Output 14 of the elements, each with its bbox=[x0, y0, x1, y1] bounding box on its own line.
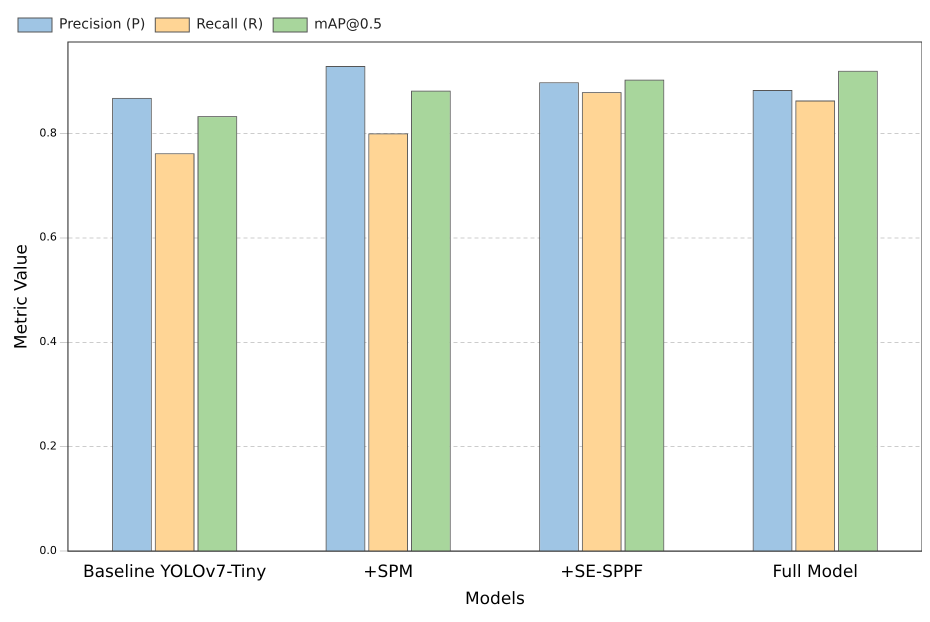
y-tick-label: 0.2 bbox=[39, 440, 57, 453]
x-axis-title: Models bbox=[464, 589, 526, 610]
x-tick-label: Baseline YOLOv7-Tiny bbox=[82, 562, 266, 582]
legend-label: Recall (R) bbox=[196, 16, 264, 33]
y-tick-label: 0.6 bbox=[39, 230, 57, 244]
y-tick-label: 0.0 bbox=[39, 544, 57, 558]
y-tick-label: 0.8 bbox=[39, 126, 57, 140]
legend-label: Precision (P) bbox=[59, 16, 146, 33]
x-tick-label: +SPM bbox=[363, 562, 414, 582]
legend-label: mAP@0.5 bbox=[314, 16, 382, 33]
x-tick-label: Full Model bbox=[772, 562, 858, 582]
y-axis-title: Metric Value bbox=[12, 244, 32, 350]
y-tick-label: 0.4 bbox=[39, 335, 57, 348]
x-tick-label: +SE-SPPF bbox=[560, 562, 644, 582]
